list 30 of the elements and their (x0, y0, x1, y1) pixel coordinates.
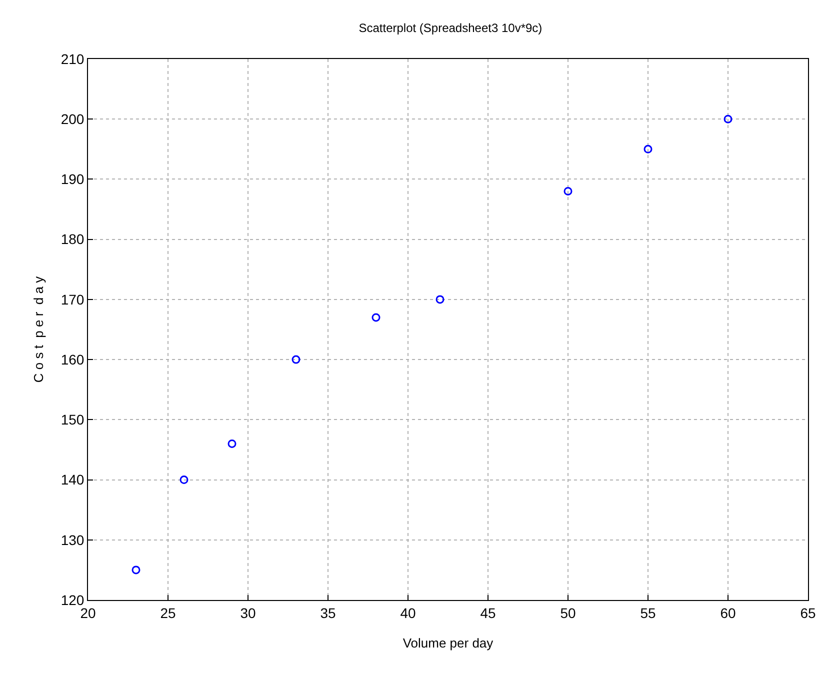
y-tick-label: 200 (60, 111, 84, 128)
y-axis-title: C o s t p e r d a y (30, 276, 46, 383)
y-tick-label: 190 (60, 171, 84, 188)
point (644, 144, 652, 154)
x-tick-label: 60 (720, 604, 736, 621)
y-tick-label: 150 (60, 412, 84, 428)
x-tick-label: 55 (640, 604, 656, 621)
y-tick-label: 130 (60, 532, 84, 548)
point (436, 295, 444, 304)
x-tick-label: 40 (400, 604, 416, 621)
x-tick-label: 65 (800, 604, 816, 621)
point (228, 439, 236, 448)
y-tick-label: 170 (60, 291, 84, 308)
x-tick-label: 45 (480, 604, 496, 621)
point (132, 566, 140, 574)
x-tick-label: 25 (160, 604, 176, 621)
point (292, 355, 300, 364)
y-tick-label: 210 (60, 50, 84, 67)
point (372, 313, 380, 322)
x-tick-label: 50 (560, 604, 576, 621)
y-tick-label: 180 (60, 231, 84, 248)
point (564, 186, 572, 196)
y-tick-label: 160 (60, 351, 84, 368)
x-axis-title: Volume per day (402, 635, 494, 650)
point (724, 114, 732, 124)
y-tick-label: 140 (60, 472, 84, 488)
x-tick-label: 35 (320, 604, 336, 621)
chart-title: Scatterplot (Spreadsheet3 10v*9c) (358, 20, 542, 35)
point (180, 476, 188, 484)
x-tick-label: 30 (240, 604, 256, 621)
